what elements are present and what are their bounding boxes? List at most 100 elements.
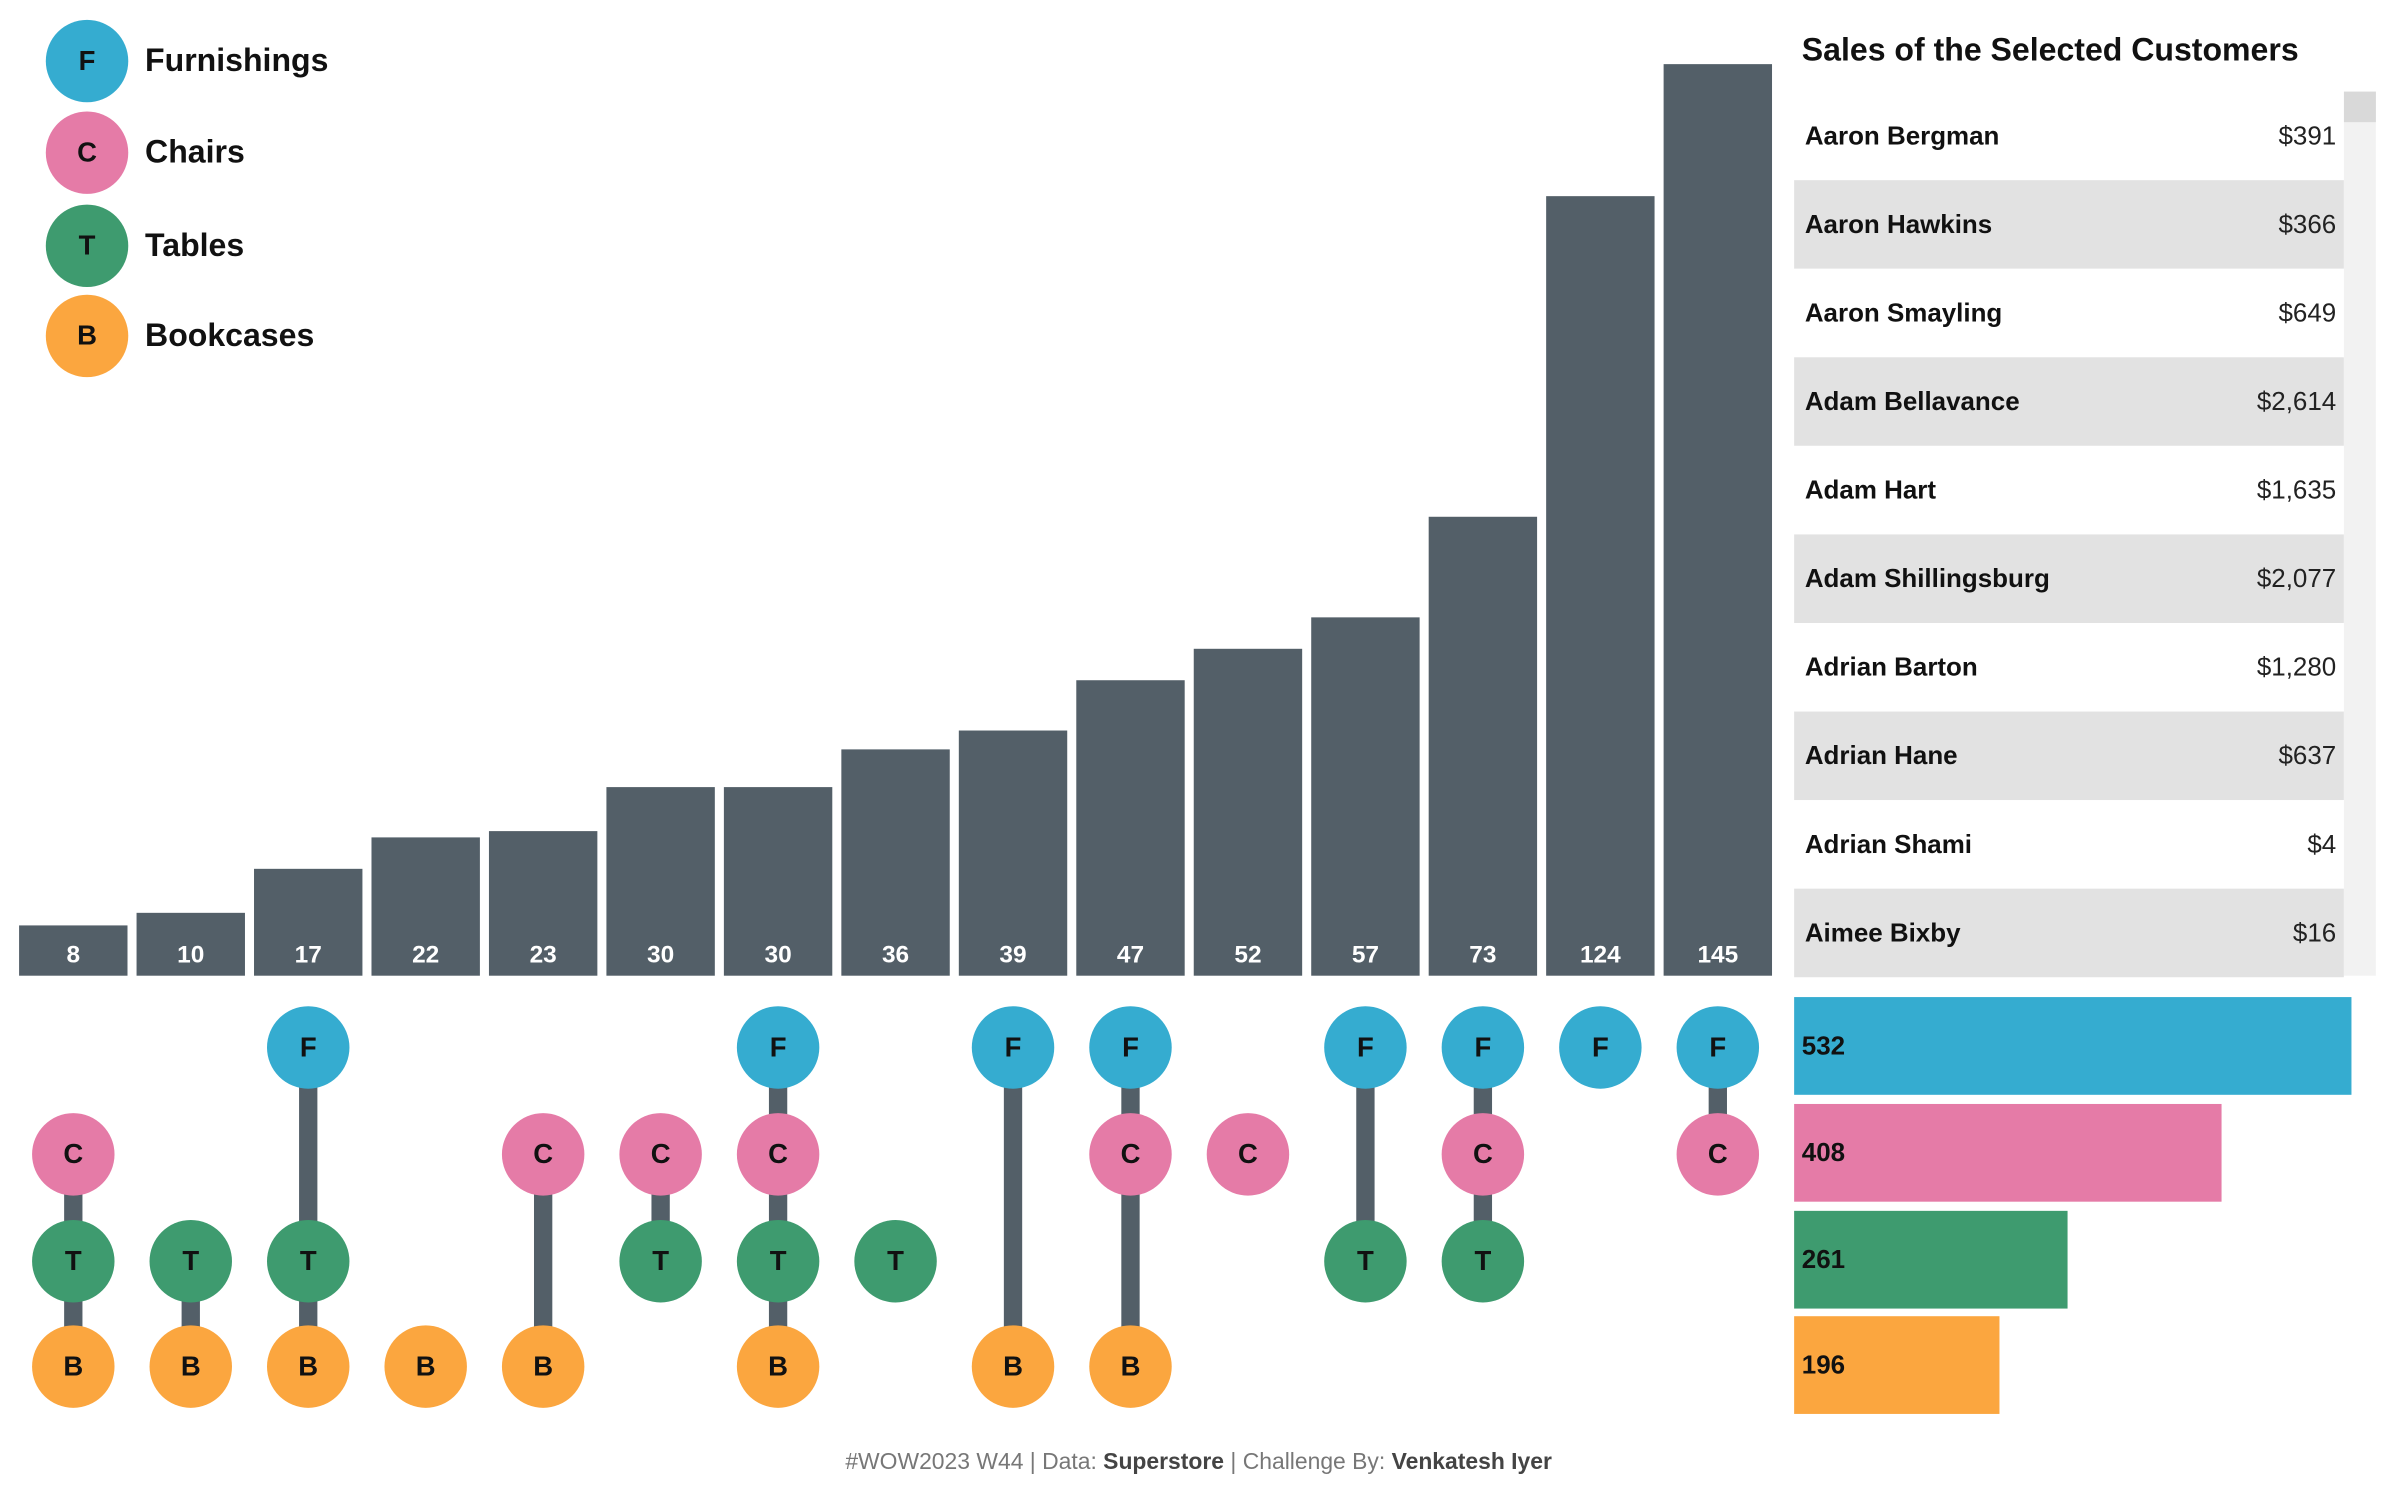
- footer-part: Venkatesh Iyer: [1392, 1448, 1552, 1474]
- intersection-bar: [1546, 196, 1655, 976]
- customer-sales: $16: [2293, 919, 2336, 947]
- matrix-dot: [32, 1113, 115, 1196]
- intersection-bar: [606, 787, 715, 976]
- bar-value-label: 30: [647, 941, 674, 968]
- legend-swatch: [45, 111, 129, 194]
- matrix-letter: C: [768, 1138, 788, 1169]
- customer-name: Adrian Hane: [1805, 742, 1958, 770]
- matrix-letter: B: [298, 1350, 318, 1381]
- legend-letter: F: [79, 45, 96, 76]
- matrix-dot: [1324, 1006, 1407, 1089]
- matrix-dot: [971, 1006, 1055, 1089]
- matrix-dot: [149, 1220, 232, 1303]
- matrix-letter: C: [1473, 1138, 1493, 1169]
- matrix-dot: [1089, 1006, 1172, 1089]
- footer-part: #WOW2023 W44 | Data:: [845, 1448, 1103, 1474]
- scrollbar-track[interactable]: [2343, 91, 2376, 976]
- customer-name: Aaron Bergman: [1805, 122, 2000, 150]
- matrix-letter: F: [1709, 1031, 1726, 1062]
- matrix-dot: [1676, 1113, 1760, 1196]
- matrix-letter: B: [416, 1350, 436, 1381]
- intersection-bar: [1076, 680, 1185, 976]
- matrix-dot: [619, 1113, 702, 1196]
- matrix-dot: [1324, 1220, 1407, 1303]
- matrix-letter: F: [1357, 1031, 1374, 1062]
- matrix-letter: F: [1005, 1031, 1022, 1062]
- customer-name: Adam Shillingsburg: [1805, 565, 2050, 593]
- footer-part: Superstore: [1103, 1448, 1224, 1474]
- matrix-dot: [1441, 1113, 1525, 1196]
- bar-value-label: 10: [177, 941, 204, 968]
- matrix-dot: [736, 1113, 820, 1196]
- set-size-bar: [1794, 1103, 2222, 1202]
- matrix-letter: T: [300, 1245, 317, 1276]
- table-row: [1794, 622, 2344, 712]
- matrix-dot: [736, 1325, 820, 1408]
- matrix-dot: [619, 1220, 702, 1303]
- intersection-bar: [371, 837, 480, 976]
- intersection-bar: [958, 730, 1068, 976]
- set-size-bar: [1794, 1210, 2068, 1309]
- matrix-dot: [1441, 1220, 1525, 1303]
- table-row: [1794, 357, 2344, 446]
- matrix-dot: [854, 1220, 937, 1303]
- intersection-bar: [19, 925, 128, 976]
- bar-value-label: 22: [412, 941, 439, 968]
- bar-value-label: 145: [1697, 941, 1738, 968]
- customer-sales: $391: [2278, 122, 2336, 150]
- set-size-label: 261: [1802, 1246, 1845, 1274]
- table-row: [1794, 534, 2344, 623]
- legend-swatch: [45, 19, 129, 103]
- customer-sales: $366: [2278, 211, 2336, 239]
- matrix-dot: [501, 1113, 585, 1196]
- bar-value-label: 47: [1117, 941, 1144, 968]
- intersection-bar: [488, 831, 598, 976]
- table-row: [1794, 888, 2344, 978]
- table-row: [1794, 800, 2344, 889]
- bar-value-label: 57: [1352, 941, 1379, 968]
- customer-sales: $2,077: [2257, 565, 2336, 593]
- matrix-dot: [1676, 1006, 1760, 1089]
- table-row: [1794, 711, 2344, 801]
- scrollbar-thumb[interactable]: [2343, 91, 2376, 123]
- matrix-dot: [32, 1325, 115, 1408]
- set-size-bar: [1794, 1316, 2000, 1414]
- matrix-dot: [266, 1006, 350, 1089]
- customer-sales: $1,280: [2257, 654, 2336, 682]
- matrix-dot: [736, 1006, 820, 1089]
- table-row: [1794, 445, 2344, 535]
- customer-name: Adam Bellavance: [1805, 388, 2020, 416]
- bar-value-label: 39: [999, 941, 1026, 968]
- matrix-letter: F: [770, 1031, 787, 1062]
- matrix-letter: T: [770, 1245, 787, 1276]
- matrix-dot: [266, 1325, 350, 1408]
- matrix-letter: T: [652, 1245, 669, 1276]
- set-size-label: 408: [1802, 1139, 1845, 1167]
- legend-swatch: [45, 204, 129, 288]
- matrix-letter: B: [1003, 1350, 1023, 1381]
- table-row: [1794, 180, 2344, 269]
- matrix-dot: [384, 1325, 467, 1408]
- table-row: [1794, 91, 2344, 181]
- matrix-letter: T: [65, 1245, 82, 1276]
- legend-letter: T: [79, 230, 96, 261]
- customer-sales: $649: [2278, 299, 2336, 327]
- legend-swatch: [45, 294, 129, 378]
- bar-value-label: 23: [530, 941, 557, 968]
- customer-sales: $4: [2307, 831, 2336, 859]
- bar-value-label: 30: [765, 941, 792, 968]
- matrix-letter: B: [181, 1350, 201, 1381]
- table-row: [1794, 268, 2344, 358]
- legend-label: Furnishings: [145, 42, 328, 78]
- matrix-letter: T: [182, 1245, 199, 1276]
- customer-sales: $1,635: [2257, 477, 2336, 505]
- legend-letter: B: [77, 320, 97, 351]
- set-size-label: 532: [1802, 1032, 1845, 1060]
- set-size-bar: [1794, 997, 2352, 1095]
- matrix-dot: [266, 1220, 350, 1303]
- legend-label: Chairs: [145, 134, 245, 170]
- matrix-letter: B: [533, 1350, 553, 1381]
- set-size-label: 196: [1802, 1351, 1845, 1379]
